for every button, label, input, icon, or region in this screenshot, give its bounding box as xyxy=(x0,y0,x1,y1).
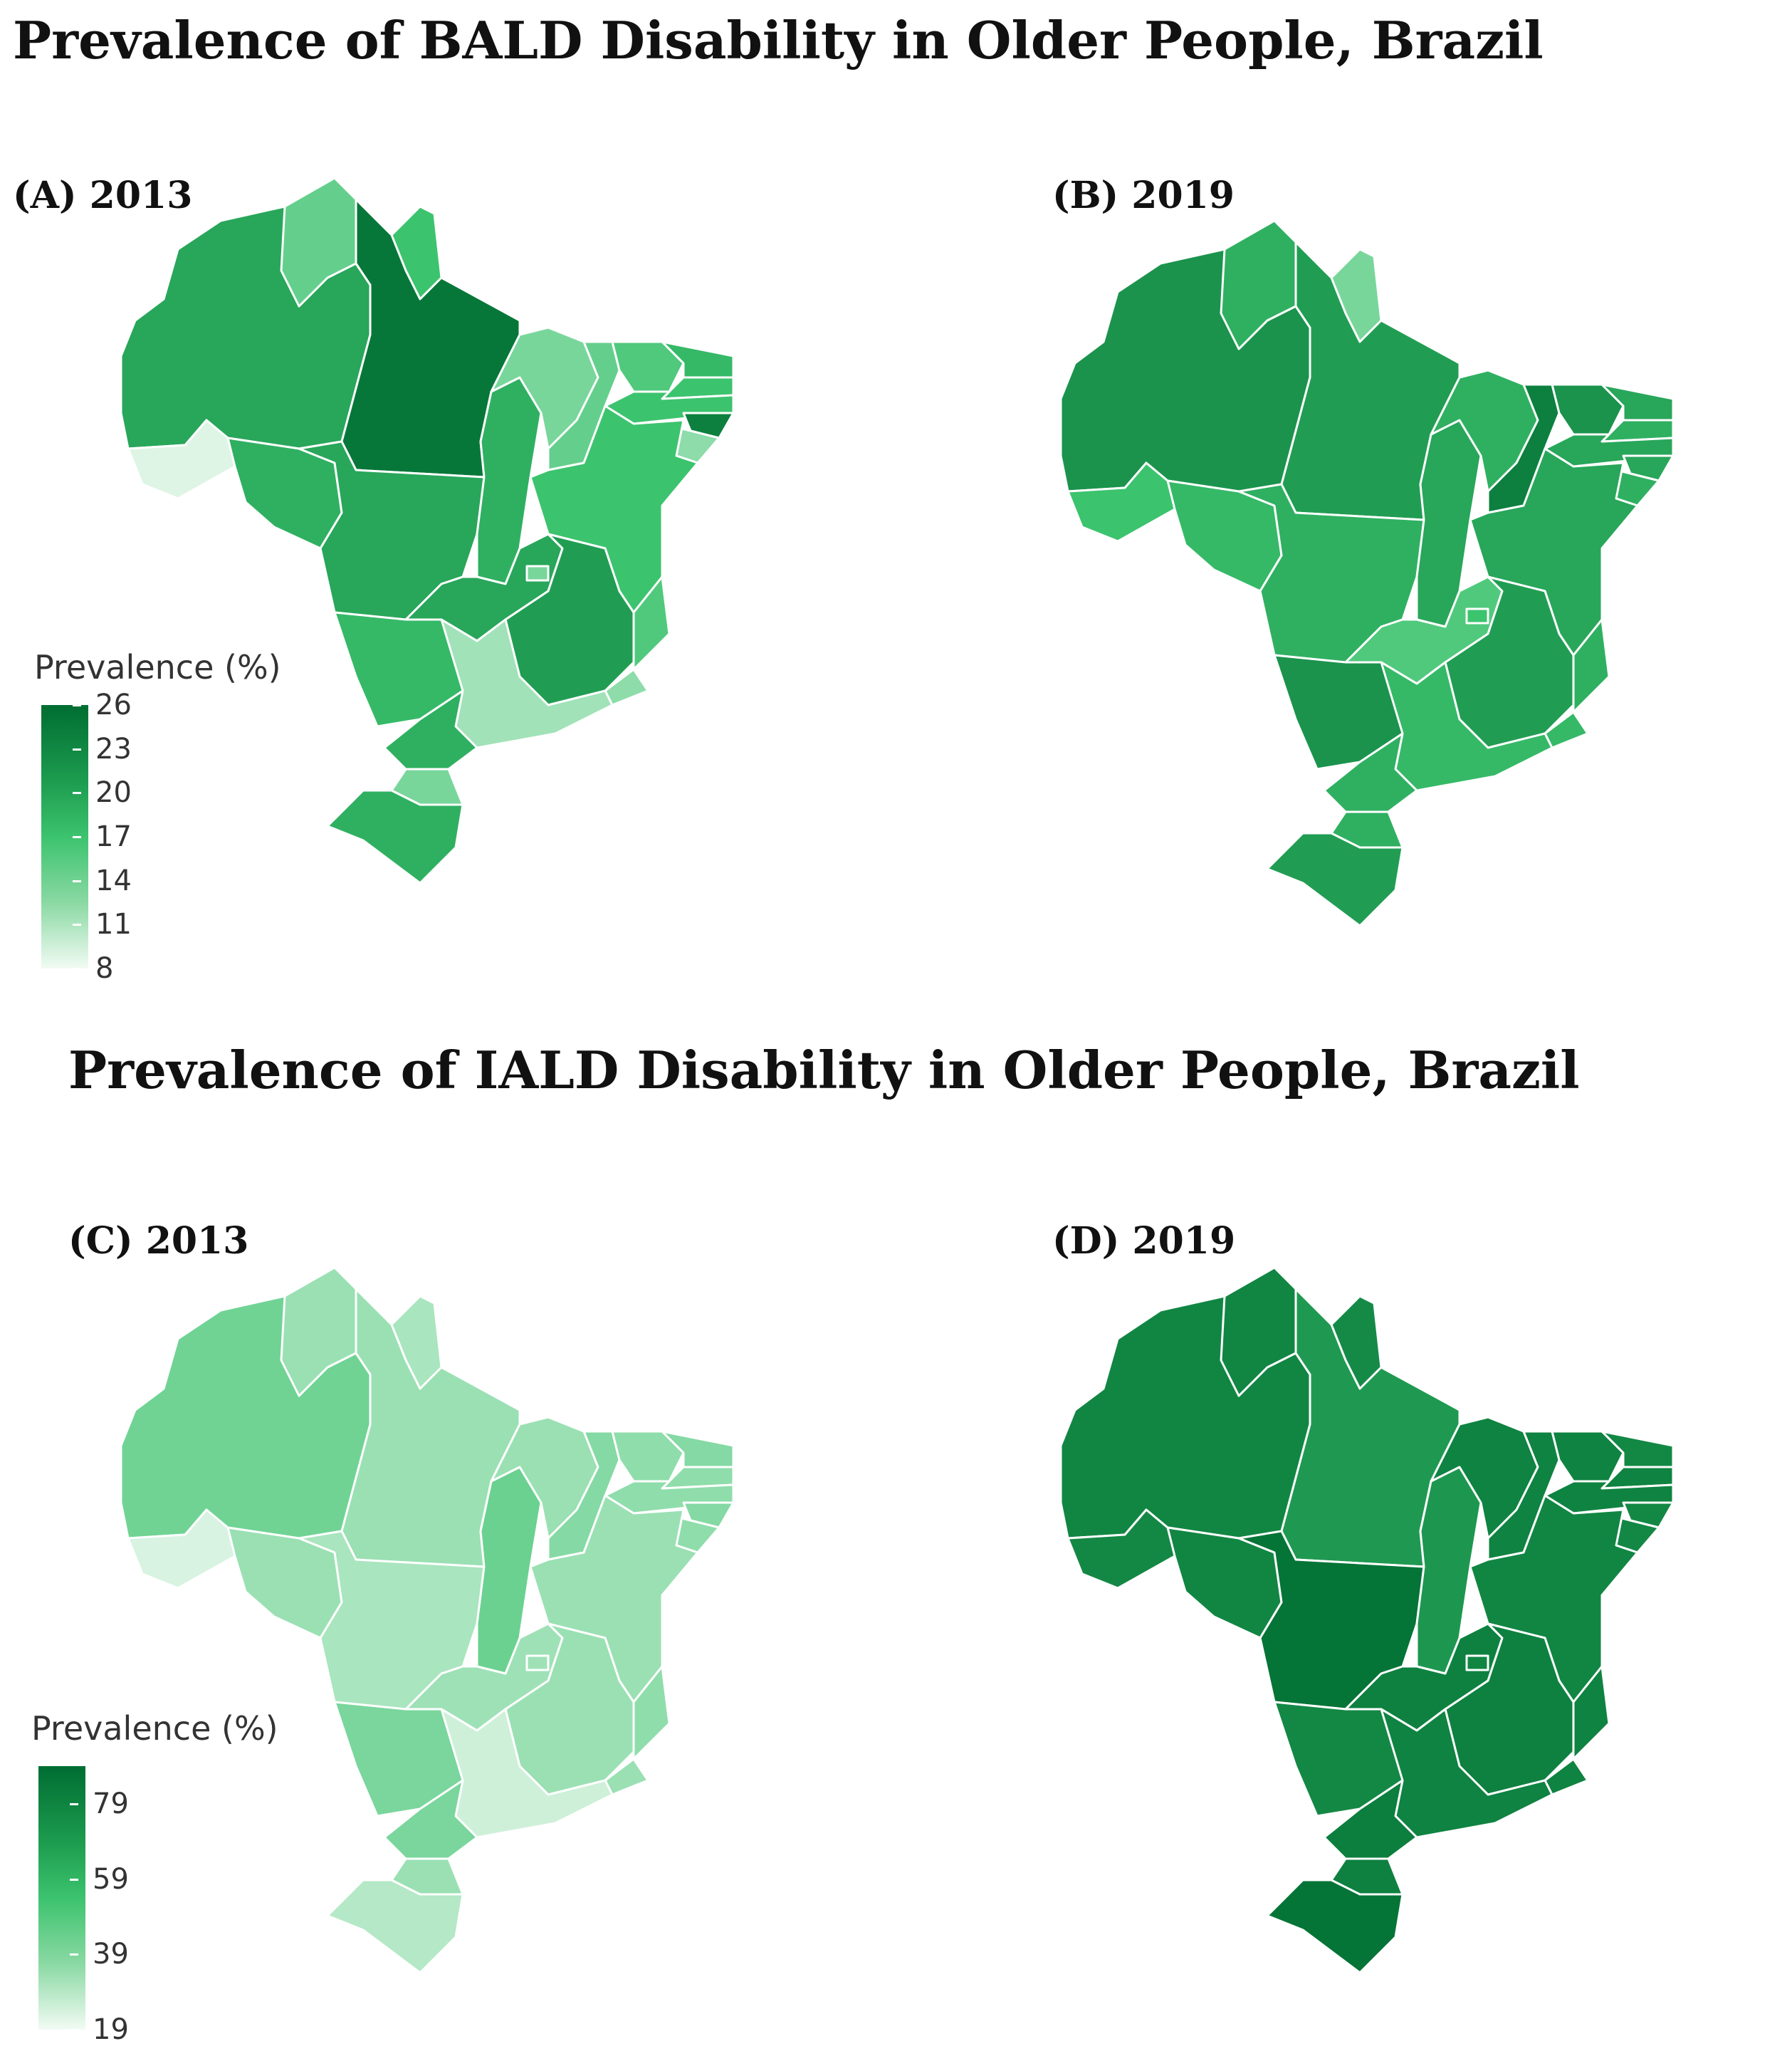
bald-title: Prevalence of BALD Disability in Older P… xyxy=(13,10,1544,71)
map-a xyxy=(120,177,735,884)
legend_bald-tickmark xyxy=(73,704,81,706)
map-b-state-espirito-santo xyxy=(1572,618,1610,714)
map-d-state-rio-grande-do-sul xyxy=(1266,1879,1404,1974)
map-c-state-espirito-santo xyxy=(632,1665,671,1760)
legend_bald-tickmark xyxy=(73,924,81,927)
map-d-state-espirito-santo xyxy=(1572,1665,1610,1760)
map-b-state-distrito-federal xyxy=(1465,607,1489,625)
legend_iald-tickmark xyxy=(70,1878,78,1881)
map-b-state-rio-grande-do-sul xyxy=(1266,832,1404,927)
map-d-state-roraima xyxy=(1220,1266,1297,1397)
map-a-state-parana xyxy=(383,689,478,771)
panel-c-label: (C) 2013 xyxy=(68,1219,249,1263)
legend_iald-tick-label: 59 xyxy=(93,1862,129,1896)
map-d-state-distrito-federal xyxy=(1465,1654,1489,1671)
legend_bald-tickmark xyxy=(73,792,81,795)
legend_iald-tick-label: 79 xyxy=(93,1787,129,1820)
map-d xyxy=(1059,1266,1675,1974)
map-a-state-rio-grande-do-sul xyxy=(326,789,464,884)
legend_bald-tick-label: 17 xyxy=(95,820,132,853)
legend_iald-tickmark xyxy=(70,1953,78,1956)
map-b xyxy=(1059,219,1675,927)
legend_bald-tickmark xyxy=(73,880,81,882)
legend_bald-tick-label: 8 xyxy=(95,952,114,985)
panel-a-label: (A) 2013 xyxy=(13,174,193,217)
legend-iald-title: Prevalence (%) xyxy=(31,1709,278,1748)
legend_bald-tick-label: 11 xyxy=(95,908,132,941)
map-a-state-roraima xyxy=(280,177,357,308)
legend_iald-tickmark xyxy=(70,1802,78,1805)
legend-bald: Prevalence (%) 26 23 20 17 14 11 8 xyxy=(34,648,305,983)
legend_bald-tick-label: 20 xyxy=(95,776,132,810)
legend_bald-tick-label: 14 xyxy=(95,864,132,897)
legend-bald-title: Prevalence (%) xyxy=(34,648,281,687)
map-c-state-parana xyxy=(383,1779,478,1860)
legend_iald-tick-label: 39 xyxy=(93,1938,129,1971)
legend_iald-tickmark xyxy=(70,2029,78,2031)
legend_iald-tick-label: 19 xyxy=(93,2013,129,2046)
panel-d-label: (D) 2019 xyxy=(1052,1219,1236,1263)
legend_bald-tickmark xyxy=(73,968,81,970)
map-d-state-parana xyxy=(1323,1779,1418,1860)
map-c xyxy=(120,1266,735,1974)
map-b-state-roraima xyxy=(1220,219,1297,350)
map-a-state-distrito-federal xyxy=(525,565,550,582)
legend_bald-tick-label: 23 xyxy=(95,732,132,766)
map-c-state-rio-grande-do-sul xyxy=(326,1879,464,1974)
panel-b-label: (B) 2019 xyxy=(1052,174,1235,217)
map-b-state-parana xyxy=(1323,732,1418,813)
map-c-state-roraima xyxy=(280,1266,357,1397)
legend-bald-bar xyxy=(41,705,88,969)
legend_bald-tickmark xyxy=(73,748,81,751)
legend-iald-bar xyxy=(38,1766,85,2030)
map-c-state-distrito-federal xyxy=(525,1654,550,1671)
map-a-state-espirito-santo xyxy=(632,575,671,671)
legend_bald-tickmark xyxy=(73,836,81,838)
iald-title: Prevalence of IALD Disability in Older P… xyxy=(68,1040,1580,1100)
legend-iald: Prevalence (%) 79 59 39 19 xyxy=(31,1709,302,2044)
legend_bald-tick-label: 26 xyxy=(95,689,132,721)
